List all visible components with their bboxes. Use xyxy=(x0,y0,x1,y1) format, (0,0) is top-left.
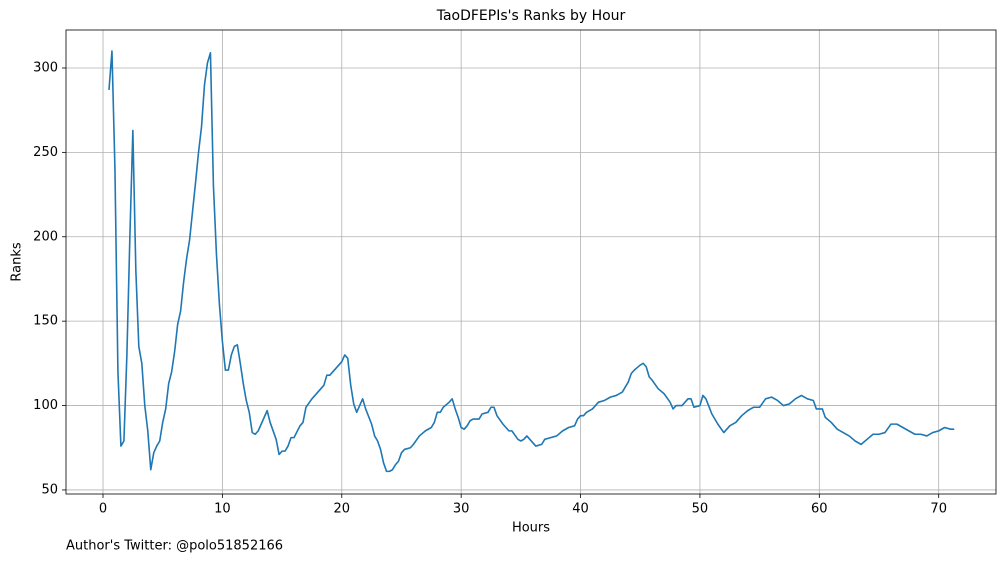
x-tick-label: 10 xyxy=(214,502,231,517)
y-axis-label: Ranks xyxy=(10,242,25,281)
footer: Author's Twitter: @polo51852166 xyxy=(66,539,283,554)
chart-title: TaoDFEPIs's Ranks by Hour xyxy=(436,8,626,24)
x-tick-label: 70 xyxy=(930,502,947,517)
plot-frame xyxy=(65,29,997,495)
x-axis-label: Hours xyxy=(512,521,550,536)
x-tick-label: 50 xyxy=(692,502,709,517)
y-tick-label: 150 xyxy=(33,314,58,329)
y-tick-label: 250 xyxy=(33,145,58,160)
x-tick-label: 20 xyxy=(334,502,351,517)
line-series xyxy=(108,50,955,473)
y-tick-label: 50 xyxy=(41,482,58,497)
y-tick-label: 300 xyxy=(33,60,58,75)
y-tick-label: 200 xyxy=(33,229,58,244)
x-tick-label: 30 xyxy=(453,502,470,517)
x-tick-label: 60 xyxy=(811,502,828,517)
x-tick-label: 40 xyxy=(572,502,589,517)
x-tick-label: 0 xyxy=(99,502,107,517)
y-tick-label: 100 xyxy=(33,398,58,413)
